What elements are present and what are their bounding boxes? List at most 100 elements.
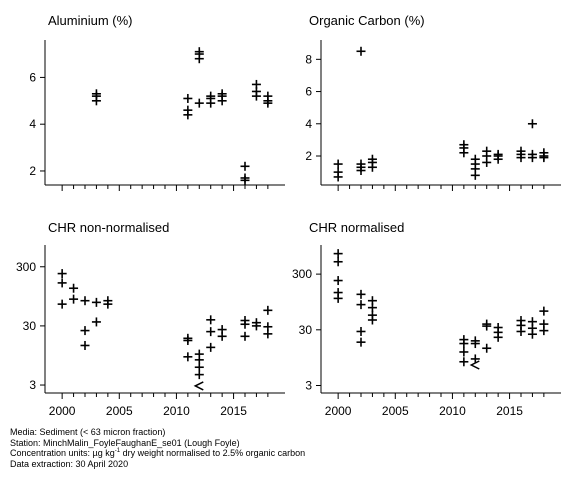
x-tick-label: 2010 — [439, 404, 466, 418]
y-tick-label: 4 — [305, 117, 312, 131]
data-point-marker — [57, 299, 67, 309]
x-tick-label: 2005 — [382, 404, 409, 418]
x-tick-label: 2000 — [325, 404, 352, 418]
panel-title: Organic Carbon (%) — [309, 13, 425, 28]
data-point-marker — [333, 167, 343, 177]
data-point-marker — [240, 316, 250, 326]
data-point-marker — [482, 146, 492, 156]
y-tick-label: 30 — [23, 319, 37, 333]
data-point-marker — [333, 276, 343, 286]
data-point-marker — [356, 326, 366, 336]
data-point-marker — [194, 47, 204, 57]
data-point-marker — [183, 352, 193, 362]
y-tick-label: 2 — [305, 149, 312, 163]
data-point-marker — [367, 154, 377, 164]
x-tick-label: 2005 — [106, 404, 133, 418]
footer-units: Concentration units: µg kg-1 dry weight … — [10, 448, 305, 459]
data-point-marker — [470, 154, 480, 164]
data-point-marker — [482, 319, 492, 329]
x-tick-label: 2015 — [220, 404, 247, 418]
data-point-marker — [333, 249, 343, 259]
footer-extraction-date: Data extraction: 30 April 2020 — [10, 458, 129, 469]
panel-aluminium: Aluminium (%) 2 4 6 — [29, 13, 285, 191]
data-point-marker — [57, 278, 67, 288]
data-point-marker — [57, 269, 67, 279]
data-point-marker — [459, 347, 469, 357]
data-point-marker — [356, 46, 366, 56]
data-point-marker — [356, 289, 366, 299]
x-tick-label: 2015 — [496, 404, 523, 418]
data-point-marker — [240, 331, 250, 341]
data-point-marker — [470, 354, 480, 364]
data-point-marker — [539, 319, 549, 329]
panel-chr-non-normalised: CHR non-normalised 3 30 300 2000 2005 2010 2015 — [16, 220, 285, 418]
data-point-marker — [194, 349, 204, 359]
y-tick-label: 300 — [16, 260, 36, 274]
data-point-marker — [194, 370, 204, 380]
data-point-marker — [69, 283, 79, 293]
data-point-marker — [240, 173, 250, 183]
y-tick-label: 300 — [292, 267, 312, 281]
data-point-marker — [91, 317, 101, 327]
footer-station: Station: MinchMalin_FoyleFaughanE_se01 (… — [10, 437, 240, 448]
data-point-marker — [206, 342, 216, 352]
y-tick-label: 8 — [305, 52, 312, 66]
data-point-marker — [217, 89, 227, 99]
panel-organic-carbon: Organic Carbon (%) 2 4 6 8 — [305, 13, 561, 191]
footer-units-exponent: -1 — [114, 448, 121, 454]
data-point-marker — [206, 91, 216, 101]
panel-chr-normalised: CHR normalised 3 30 300 2000 2005 2010 2015 — [292, 220, 561, 418]
data-point-marker — [206, 327, 216, 337]
data-point-marker — [263, 322, 273, 332]
footer-units-text: Concentration units: µg kg — [10, 448, 115, 458]
data-point-marker — [80, 340, 90, 350]
data-point-marker — [194, 98, 204, 108]
data-point-marker — [263, 305, 273, 315]
data-point-marker — [356, 300, 366, 310]
data-point-marker — [516, 146, 526, 156]
data-point-marker — [333, 293, 343, 303]
x-tick-label: 2010 — [163, 404, 190, 418]
figure-footer: Media: Sediment (< 63 micron fraction) S… — [10, 427, 305, 469]
x-tick-label: 2000 — [49, 404, 76, 418]
data-point-marker — [493, 149, 503, 159]
panel-title: CHR normalised — [309, 220, 404, 235]
data-point-marker — [251, 321, 261, 331]
panel-title: CHR non-normalised — [48, 220, 169, 235]
data-point-marker — [367, 303, 377, 313]
y-tick-label: 3 — [305, 378, 312, 392]
data-point-marker — [470, 336, 480, 346]
data-point-marker — [217, 325, 227, 335]
data-point-marker — [493, 323, 503, 333]
data-point-marker — [527, 119, 537, 129]
data-point-marker — [103, 299, 113, 309]
y-tick-label: 2 — [29, 164, 36, 178]
data-point-marker — [240, 161, 250, 171]
data-point-marker — [367, 315, 377, 325]
data-point-marker — [91, 89, 101, 99]
data-point-marker — [91, 297, 101, 307]
footer-media: Media: Sediment (< 63 micron fraction) — [10, 427, 166, 437]
data-point-marker — [459, 357, 469, 367]
less-than-marker — [193, 381, 204, 391]
data-point-marker — [527, 317, 537, 327]
data-point-marker — [80, 326, 90, 336]
data-point-marker — [183, 93, 193, 103]
data-point-marker — [80, 296, 90, 306]
data-point-marker — [527, 149, 537, 159]
data-point-marker — [516, 316, 526, 326]
data-point-marker — [459, 140, 469, 150]
data-point-marker — [356, 337, 366, 347]
y-tick-label: 4 — [29, 117, 36, 131]
y-tick-label: 30 — [299, 323, 313, 337]
chart-figure: Aluminium (%)246 Organic Carbon (%)2468 … — [16, 13, 561, 418]
data-point-marker — [263, 91, 273, 101]
data-point-marker — [539, 148, 549, 158]
data-point-marker — [539, 306, 549, 316]
y-tick-label: 6 — [29, 70, 36, 84]
y-tick-label: 3 — [29, 378, 36, 392]
panel-title: Aluminium (%) — [48, 13, 133, 28]
y-tick-label: 6 — [305, 85, 312, 99]
data-point-marker — [69, 294, 79, 304]
data-point-marker — [183, 333, 193, 343]
